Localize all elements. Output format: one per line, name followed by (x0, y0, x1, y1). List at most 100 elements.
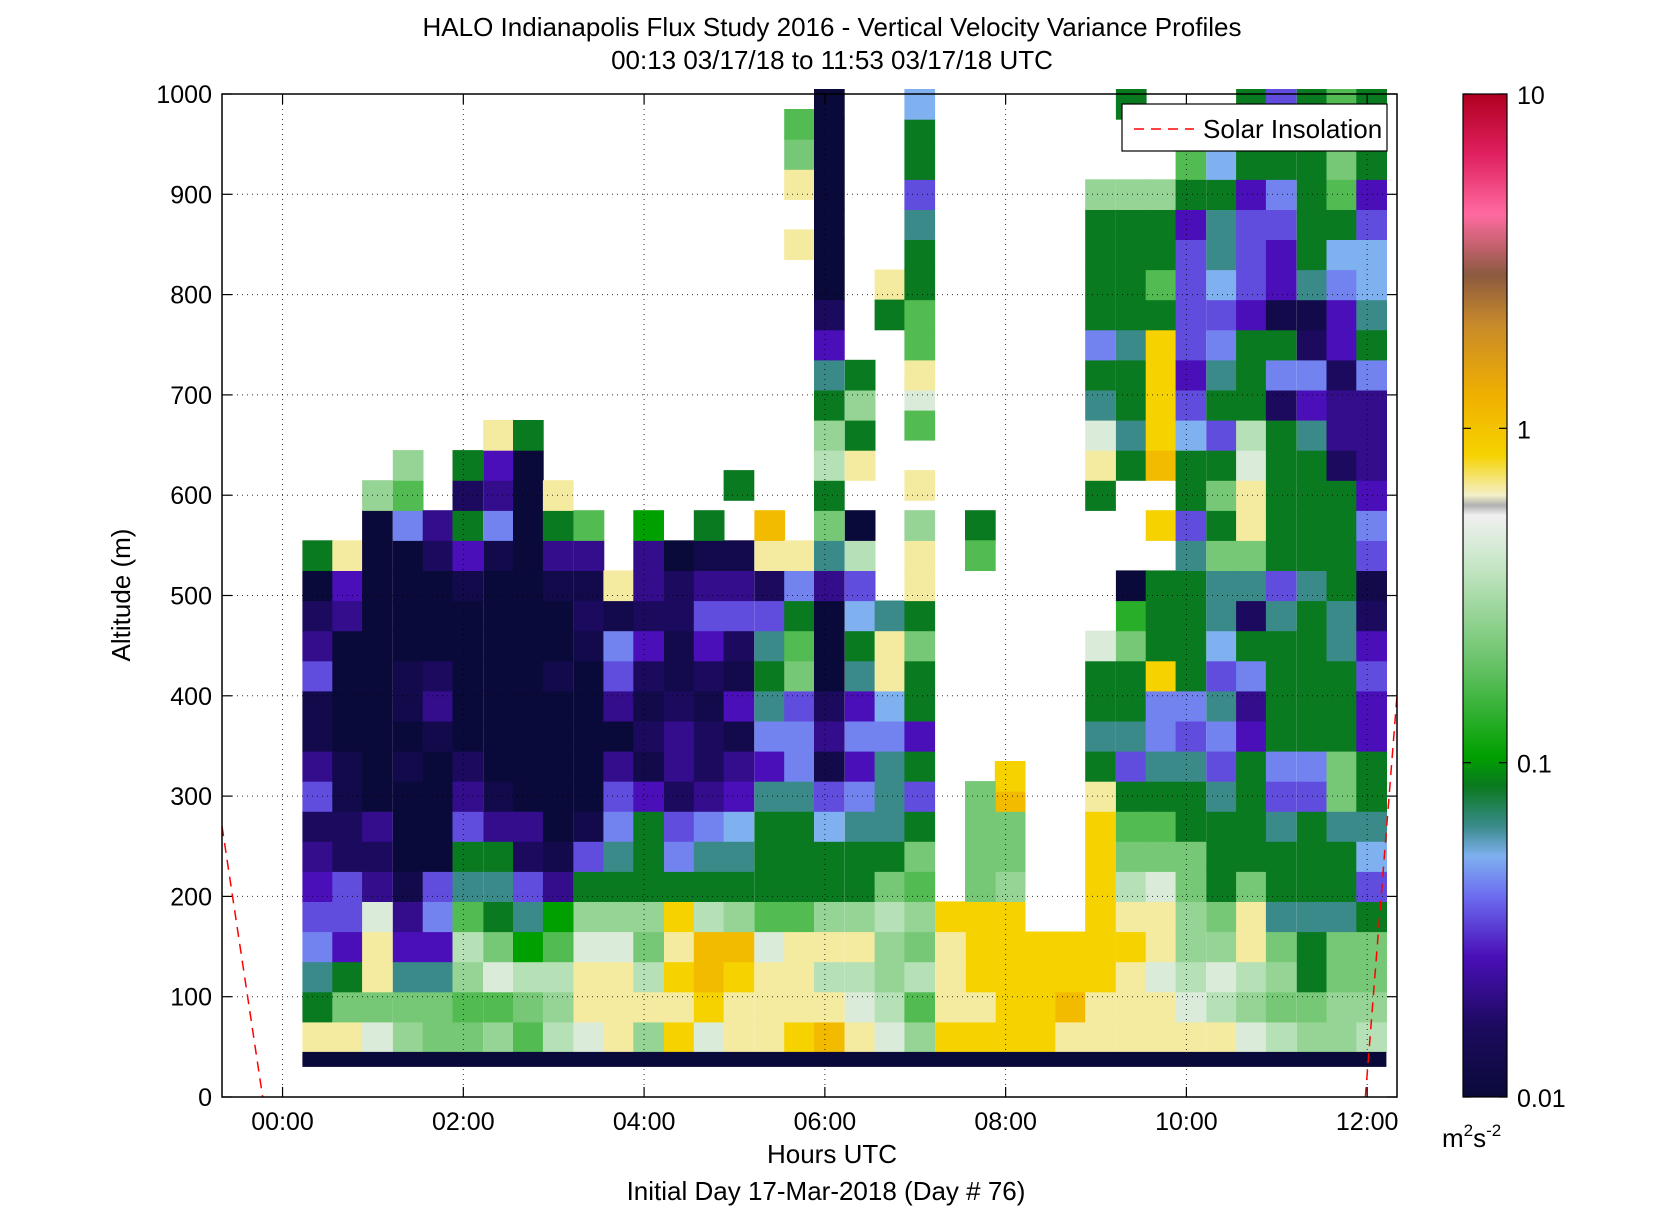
heatmap-cell (844, 420, 876, 451)
heatmap-cell (483, 751, 514, 782)
heatmap-cell (844, 660, 876, 692)
heatmap-cell (814, 480, 845, 511)
heatmap-cell (754, 901, 786, 933)
heatmap-cell (603, 720, 635, 752)
heatmap-cell (1175, 149, 1207, 180)
heatmap-cell (513, 600, 544, 632)
heatmap-cell (1356, 660, 1387, 692)
heatmap-cell (1206, 359, 1237, 391)
heatmap-cell (723, 720, 755, 752)
heatmap-cell (603, 811, 635, 842)
heatmap-cell (1326, 660, 1358, 692)
heatmap-cell (1296, 209, 1328, 240)
heatmap-cell (814, 991, 845, 1023)
x-tick-label: 00:00 (251, 1108, 314, 1136)
heatmap-cell (1115, 630, 1147, 662)
heatmap-cell (874, 961, 906, 993)
heatmap-cell (1145, 359, 1177, 391)
heatmap-cell (693, 600, 725, 632)
heatmap-cell (422, 660, 454, 692)
heatmap-cell (723, 991, 755, 1023)
heatmap-cell (1296, 720, 1328, 752)
heatmap-cell (1296, 871, 1328, 902)
heatmap-cell (332, 660, 363, 692)
heatmap-cell (754, 540, 786, 571)
heatmap-cell (483, 841, 514, 872)
heatmap-cell (904, 720, 936, 752)
heatmap-cell (633, 991, 664, 1023)
heatmap-cell (1236, 359, 1267, 391)
heatmap-cell (513, 660, 544, 692)
heatmap-cell (1115, 901, 1147, 933)
heatmap-cell (693, 510, 725, 541)
heatmap-cell (513, 510, 544, 541)
heatmap-cell (542, 1021, 574, 1053)
heatmap-cell (1115, 209, 1147, 240)
heatmap-cell (1296, 149, 1328, 180)
heatmap-cell (483, 690, 514, 722)
colorbar-tick-label: 0.01 (1517, 1085, 1566, 1113)
heatmap-cell (1025, 1021, 1057, 1053)
heatmap-cell (693, 660, 725, 692)
heatmap-cell (1326, 1021, 1358, 1053)
heatmap-cell (573, 510, 605, 541)
heatmap-cell (1115, 991, 1147, 1023)
heatmap-cell (904, 811, 936, 842)
heatmap-cell (1085, 389, 1116, 421)
heatmap-cell (1175, 540, 1207, 571)
heatmap-cell (573, 660, 605, 692)
heatmap-cell (1265, 420, 1297, 451)
heatmap-cell (814, 690, 845, 722)
heatmap-cell (1115, 359, 1147, 391)
colorbar-tick-label: 1 (1517, 416, 1531, 444)
heatmap-cell (904, 901, 936, 933)
heatmap-cell (1115, 660, 1147, 692)
heatmap-cell (332, 570, 363, 602)
heatmap-cell (814, 269, 845, 301)
heatmap-cell (422, 570, 454, 602)
heatmap-cell (664, 781, 695, 812)
heatmap-cell (814, 660, 845, 692)
x-tick-label: 04:00 (613, 1108, 676, 1136)
heatmap-cell (633, 690, 664, 722)
heatmap-cell (1175, 510, 1207, 541)
heatmap-cell (1115, 570, 1147, 602)
heatmap-cell (542, 690, 574, 722)
heatmap-cell (452, 660, 484, 692)
heatmap-cell (422, 901, 454, 933)
heatmap-cell (784, 931, 815, 963)
heatmap-cell (392, 1021, 424, 1053)
heatmap-cell (573, 931, 605, 963)
heatmap-cell (1296, 359, 1328, 391)
heatmap-cell (723, 751, 755, 782)
heatmap-cell (1265, 299, 1297, 331)
heatmap-cell (1356, 811, 1387, 842)
heatmap-cell (422, 720, 454, 752)
heatmap-cell (1055, 961, 1086, 993)
heatmap-cell (1175, 570, 1207, 602)
heatmap-cell (814, 570, 845, 602)
heatmap-cell (542, 660, 574, 692)
heatmap-cell (1326, 961, 1358, 993)
heatmap-cell (332, 630, 363, 662)
heatmap-cell (1265, 600, 1297, 632)
heatmap-cell (664, 751, 695, 782)
heatmap-cell (1085, 1021, 1116, 1053)
heatmap-cell (1265, 450, 1297, 481)
heatmap-cell (633, 1021, 664, 1053)
heatmap-cell (814, 329, 845, 361)
heatmap-cell (1175, 179, 1207, 210)
heatmap-cell (302, 540, 334, 571)
heatmap-cell (965, 841, 996, 872)
heatmap-cell (1085, 480, 1116, 511)
heatmap-cell (1326, 329, 1358, 361)
heatmap-cell (1326, 209, 1358, 240)
heatmap-cell (483, 630, 514, 662)
heatmap-cell (1236, 1021, 1267, 1053)
heatmap-cell (723, 540, 755, 571)
heatmap-cell (483, 1021, 514, 1053)
heatmap-cell (723, 600, 755, 632)
heatmap-cell (392, 510, 424, 541)
heatmap-cell (1265, 931, 1297, 963)
heatmap-cell (573, 901, 605, 933)
